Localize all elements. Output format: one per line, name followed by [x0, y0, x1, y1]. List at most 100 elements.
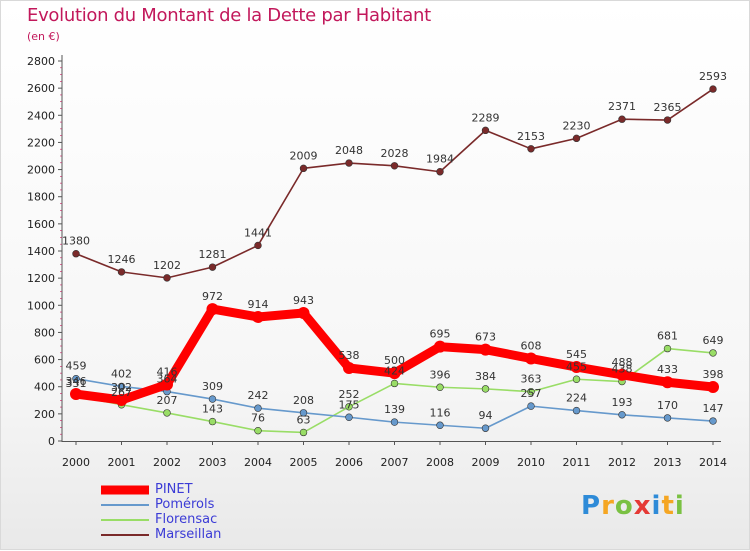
data-point	[72, 250, 80, 258]
x-tick-label: 2005	[290, 456, 318, 469]
data-label: 455	[566, 360, 587, 373]
data-point	[618, 411, 626, 419]
legend-label-florensac: Florensac	[155, 512, 218, 527]
logo-letter: o	[614, 491, 634, 521]
data-label: 608	[521, 339, 542, 352]
legend-label-marseillan: Marseillan	[155, 527, 222, 542]
data-label: 193	[612, 396, 633, 409]
data-label: 2371	[608, 100, 636, 113]
data-label: 147	[703, 402, 724, 415]
data-point	[299, 409, 308, 417]
data-label: 116	[430, 406, 451, 419]
x-tick-label: 2013	[654, 456, 682, 469]
data-label: 2028	[381, 147, 409, 160]
data-point	[299, 164, 308, 173]
data-label: 396	[430, 368, 451, 381]
data-point	[616, 368, 628, 381]
data-label: 252	[339, 388, 360, 401]
data-point	[709, 349, 717, 357]
x-tick-label: 2012	[608, 456, 636, 469]
data-point	[345, 413, 353, 421]
y-tick-label: 2200	[27, 136, 55, 149]
data-label: 2230	[563, 119, 591, 132]
data-label: 500	[384, 354, 405, 367]
data-point	[572, 406, 581, 415]
data-label: 914	[248, 298, 269, 311]
data-label: 208	[293, 394, 314, 407]
data-point	[72, 375, 80, 383]
data-point	[618, 115, 626, 123]
data-point	[390, 379, 399, 388]
data-point	[70, 388, 82, 401]
data-point	[163, 409, 171, 417]
x-tick-label: 2006	[335, 456, 363, 469]
data-point	[208, 263, 217, 271]
data-label: 1380	[62, 235, 90, 248]
y-tick-label: 2600	[27, 82, 55, 95]
data-point	[663, 116, 672, 124]
legend-label-pomerols: Pomérols	[155, 497, 215, 512]
y-tick-label: 200	[34, 408, 55, 421]
data-label: 649	[703, 334, 724, 347]
data-point	[297, 307, 310, 320]
data-point	[161, 378, 173, 391]
data-label: 943	[293, 294, 314, 307]
data-label: 538	[339, 349, 360, 362]
data-point	[434, 340, 446, 353]
data-label: 438	[612, 363, 633, 376]
data-label: 398	[703, 368, 724, 381]
data-label: 2289	[472, 111, 500, 124]
proxiti-logo: Proxiti	[581, 491, 685, 521]
data-label: 2048	[335, 144, 363, 157]
data-point	[709, 85, 717, 93]
data-point	[345, 403, 353, 411]
x-tick-label: 2007	[381, 456, 409, 469]
data-label: 139	[384, 403, 405, 416]
data-label: 1441	[244, 226, 272, 239]
y-tick-label: 2400	[27, 109, 55, 122]
data-label: 302	[111, 381, 132, 394]
data-label: 972	[202, 290, 223, 303]
series-line-marseillan	[75, 88, 714, 279]
data-label: 2009	[290, 149, 318, 162]
logo-letter: P	[581, 491, 602, 521]
data-point	[572, 375, 581, 383]
y-tick-label: 0	[48, 435, 55, 448]
data-point	[117, 382, 126, 391]
y-tick-label: 2000	[27, 164, 55, 177]
logo-letter: r	[601, 491, 615, 521]
data-label: 76	[251, 412, 265, 425]
legend-label-pinet: PINET	[155, 482, 193, 497]
x-tick-label: 2009	[472, 456, 500, 469]
x-tick-label: 2014	[699, 456, 727, 469]
data-point	[254, 426, 262, 435]
data-point	[572, 134, 581, 143]
data-label: 364	[157, 373, 178, 386]
x-tick-label: 2001	[108, 456, 136, 469]
data-label: 416	[157, 366, 178, 379]
data-label: 695	[430, 328, 451, 341]
data-label: 224	[566, 392, 587, 405]
data-label: 433	[657, 363, 678, 376]
data-point	[117, 268, 126, 276]
data-point	[481, 385, 490, 393]
data-label: 673	[475, 331, 496, 344]
data-point	[481, 424, 490, 432]
data-label: 175	[339, 398, 360, 411]
data-label: 267	[111, 386, 132, 399]
data-point	[709, 417, 717, 425]
logo-letter: t	[661, 491, 675, 521]
data-point	[254, 241, 262, 250]
data-label: 681	[657, 330, 678, 343]
data-label: 1202	[153, 259, 181, 272]
x-tick-label: 2008	[426, 456, 454, 469]
data-label: 363	[521, 373, 542, 386]
data-point	[343, 361, 355, 374]
chart-title: Evolution du Montant de la Dette par Hab…	[27, 5, 431, 26]
data-label: 459	[66, 360, 87, 373]
data-point	[252, 310, 264, 323]
data-point	[663, 414, 672, 422]
y-tick-label: 1200	[27, 272, 55, 285]
